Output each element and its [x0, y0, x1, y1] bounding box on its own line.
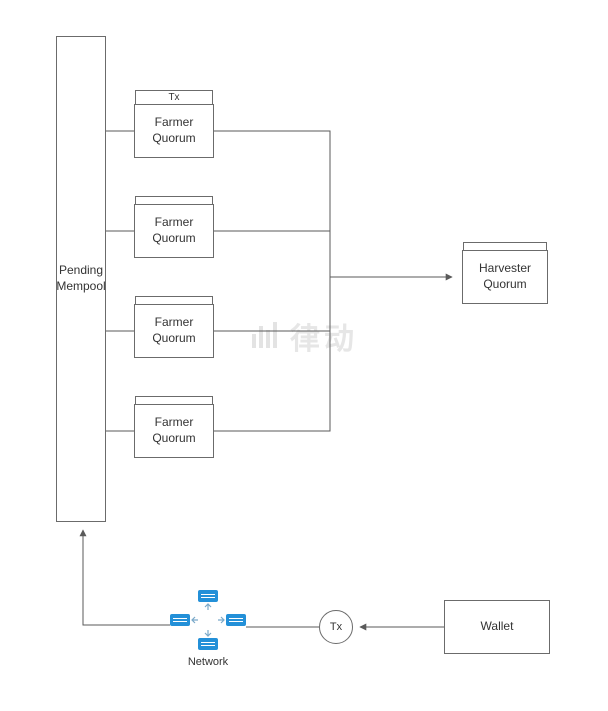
farmer2-box: Farmer Quorum: [134, 204, 214, 258]
edge-f3-bus: [214, 277, 330, 331]
farmer1-tab-label: Tx: [168, 92, 179, 103]
harvester-tab: [463, 242, 547, 250]
wallet-label: Wallet: [481, 619, 514, 635]
harvester-label: Harvester Quorum: [479, 261, 531, 292]
farmer1-label: Farmer Quorum: [152, 115, 195, 146]
edge-f4-bus: [214, 331, 330, 431]
farmer3-box: Farmer Quorum: [134, 304, 214, 358]
farmer4-box: Farmer Quorum: [134, 404, 214, 458]
network-inner-arrows: [170, 590, 246, 654]
harvester-box: Harvester Quorum: [462, 250, 548, 304]
farmer1-tab: Tx: [135, 90, 213, 104]
edge-network-mempool: [83, 530, 170, 625]
farmer2-label: Farmer Quorum: [152, 215, 195, 246]
farmer3-label: Farmer Quorum: [152, 315, 195, 346]
tx-label: Tx: [330, 621, 342, 633]
network-icon: [170, 590, 246, 654]
farmer1-box: Farmer Quorum: [134, 104, 214, 158]
wallet-box: Wallet: [444, 600, 550, 654]
watermark-bars: [252, 322, 277, 348]
tx-node: Tx: [319, 610, 353, 644]
network-label: Network: [182, 656, 234, 668]
pending-mempool-label: Pending Mempool: [56, 263, 105, 294]
farmer4-tab: [135, 396, 213, 404]
edge-f1-bus: [214, 131, 330, 277]
pending-mempool-box: Pending Mempool: [56, 36, 106, 522]
farmer4-label: Farmer Quorum: [152, 415, 195, 446]
farmer2-tab: [135, 196, 213, 204]
watermark-text: 律动: [290, 314, 358, 358]
farmer3-tab: [135, 296, 213, 304]
